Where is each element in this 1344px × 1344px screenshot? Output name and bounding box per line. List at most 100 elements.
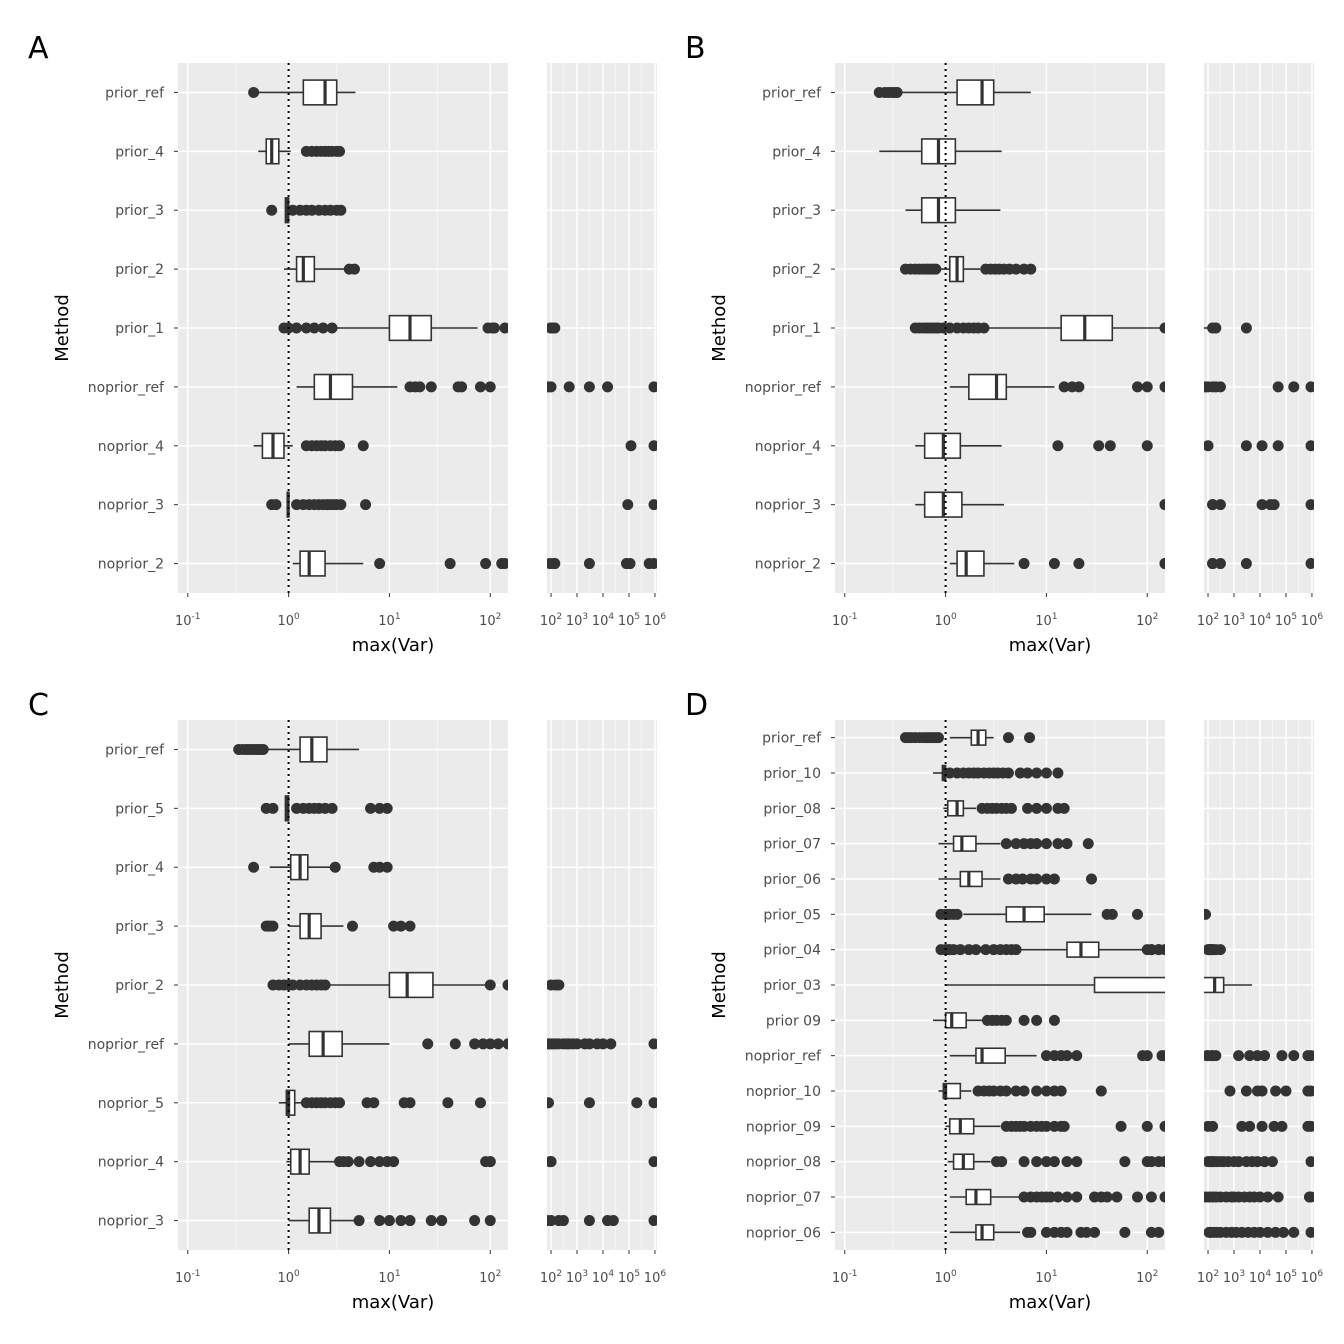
tick-exponent: 2 — [1153, 612, 1159, 622]
category-label: noprior_09 — [746, 1119, 821, 1135]
tick-exponent: -1 — [849, 1269, 858, 1279]
tick-base: 10 — [566, 1271, 583, 1286]
outlier-point — [1204, 908, 1212, 920]
outlier-point — [1240, 558, 1252, 570]
outlier-point — [648, 381, 657, 393]
outlier-point — [1022, 767, 1034, 779]
outlier-point — [1002, 873, 1014, 885]
outlier-point — [1256, 440, 1268, 452]
outlier-point — [1052, 838, 1064, 850]
category-label: prior_05 — [763, 907, 821, 923]
box — [968, 373, 1008, 401]
outlier-point — [648, 1038, 657, 1050]
outlier-point — [1073, 558, 1085, 570]
category-label: prior_3 — [772, 203, 821, 219]
outlier-point — [625, 440, 637, 452]
outlier-point — [1240, 322, 1252, 334]
outlier-point — [583, 1038, 595, 1050]
tick-base: 10 — [934, 1271, 951, 1286]
outlier-point — [583, 1215, 595, 1227]
outlier-point — [1031, 767, 1043, 779]
x-tick-label: 104 — [1249, 612, 1272, 629]
outlier-point — [334, 440, 346, 452]
outlier-point — [1106, 908, 1118, 920]
outlier-point — [1207, 1120, 1219, 1132]
x-tick-label: 102 — [1136, 1269, 1158, 1286]
outlier-point — [1259, 1156, 1271, 1168]
panel-letter: B — [685, 31, 706, 66]
x-tick-label: 102 — [540, 1269, 562, 1286]
outlier-point — [1101, 1191, 1113, 1203]
outlier-point — [547, 1097, 555, 1109]
tick-base: 10 — [1223, 614, 1240, 629]
tick-exponent: 2 — [1213, 612, 1219, 622]
outlier-point — [1031, 1014, 1043, 1026]
category-label: prior 09 — [766, 1013, 821, 1029]
outlier-point — [442, 1097, 454, 1109]
outlier-point — [602, 381, 614, 393]
y-axis-title: Method — [52, 294, 73, 362]
tick-base: 10 — [1035, 1271, 1052, 1286]
outlier-point — [1031, 1156, 1043, 1168]
tick-exponent: 2 — [556, 1269, 562, 1279]
outlier-point — [334, 145, 346, 157]
outlier-point — [335, 499, 347, 511]
x-tick-label: 105 — [1275, 1269, 1297, 1286]
outlier-point — [360, 499, 372, 511]
box — [299, 550, 326, 577]
outlier-point — [1048, 558, 1060, 570]
x-tick-label: 102 — [1197, 612, 1219, 629]
outlier-point — [1141, 1050, 1153, 1062]
outlier-point — [1305, 1120, 1314, 1132]
outlier-point — [1159, 1120, 1165, 1132]
panel-letter: A — [28, 31, 49, 66]
box — [285, 1089, 296, 1116]
outlier-point — [395, 920, 407, 932]
outlier-point — [648, 1215, 657, 1227]
outlier-point — [1061, 1156, 1073, 1168]
tick-exponent: 6 — [660, 612, 666, 622]
outlier-point — [970, 944, 982, 956]
tick-exponent: 1 — [395, 612, 401, 622]
outlier-point — [414, 381, 426, 393]
outlier-point — [548, 558, 560, 570]
outlier-point — [648, 440, 657, 452]
outlier-point — [270, 499, 282, 511]
outlier-point — [1236, 1120, 1248, 1132]
tick-exponent: 3 — [582, 612, 588, 622]
tick-exponent: 4 — [1265, 612, 1271, 622]
outlier-point — [1071, 1191, 1083, 1203]
outlier-point — [368, 1097, 380, 1109]
category-label: noprior_ref — [88, 380, 165, 396]
box — [1093, 976, 1165, 994]
outlier-point — [1224, 1085, 1236, 1097]
outlier-point — [1141, 1120, 1153, 1132]
outlier-point — [474, 1097, 486, 1109]
tick-base: 10 — [175, 1271, 192, 1286]
outlier-point — [1141, 440, 1153, 452]
outlier-point — [1040, 767, 1052, 779]
outlier-point — [326, 802, 338, 814]
outlier-point — [492, 1038, 504, 1050]
x-tick-label: 10-1 — [175, 612, 201, 629]
outlier-point — [1002, 767, 1014, 779]
outlier-point — [1159, 1050, 1165, 1062]
outlier-point — [1022, 802, 1034, 814]
x-tick-label: 101 — [1035, 612, 1057, 629]
tick-exponent: 5 — [634, 612, 640, 622]
x-tick-label: 102 — [479, 1269, 501, 1286]
tick-base: 10 — [1301, 614, 1318, 629]
outlier-point — [1040, 1226, 1052, 1238]
tick-base: 10 — [1301, 1271, 1318, 1286]
outlier-point — [1093, 440, 1105, 452]
outlier-point — [326, 322, 338, 334]
outlier-point — [1131, 381, 1143, 393]
outlier-point — [1061, 1191, 1073, 1203]
x-axis-title: max(Var) — [1009, 1292, 1092, 1313]
outlier-point — [1119, 1226, 1131, 1238]
outlier-point — [1272, 1191, 1284, 1203]
tick-base: 10 — [644, 614, 661, 629]
tick-exponent: 5 — [1291, 1269, 1297, 1279]
outlier-point — [1276, 1120, 1288, 1132]
outlier-point — [1159, 381, 1165, 393]
